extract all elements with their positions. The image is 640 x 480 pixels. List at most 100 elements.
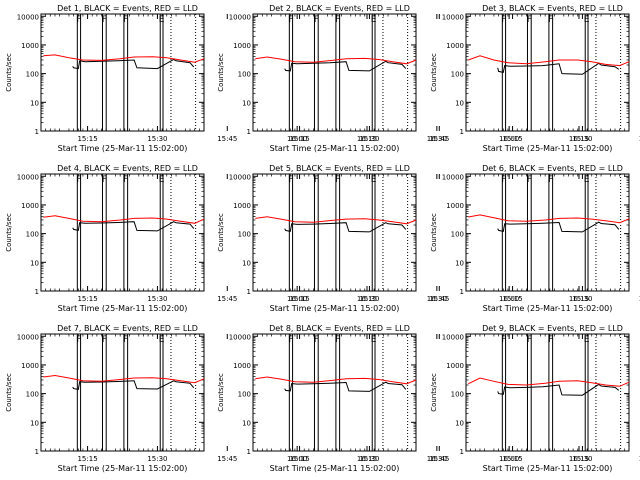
x-tick-label: 15:30 [359, 295, 379, 303]
y-tick-label: 100 [238, 71, 251, 79]
x-tick-label: 16:15 [357, 455, 377, 463]
panel-title: Det 7, BLACK = Events, RED = LLD [57, 324, 198, 333]
series-events-line [497, 221, 620, 233]
y-tick-label: 100 [451, 391, 464, 399]
x-tick-label: 15:30 [359, 455, 379, 463]
marker-label: F [314, 175, 319, 185]
series-events-line [284, 60, 407, 72]
panel-title: Det 2, BLACK = Events, RED = LLD [269, 4, 410, 13]
attenuator-marker [159, 13, 164, 131]
marker-label: F [548, 175, 553, 185]
attenuator-marker [76, 333, 82, 451]
x-tick-label: 15:30 [572, 135, 592, 143]
attenuator-marker [101, 173, 107, 291]
series-events-line [72, 380, 195, 390]
marker-label: F [527, 335, 532, 345]
y-tick-label: 100 [26, 71, 39, 79]
marker-label: F [314, 335, 319, 345]
marker-label: F [335, 335, 340, 345]
x-tick-label: 15:45 [429, 295, 449, 303]
marker-label: F [123, 15, 128, 25]
y-axis-label: Counts/sec [217, 373, 225, 412]
y-tick-label: 10000 [229, 173, 251, 181]
series-lld-line [43, 374, 205, 384]
marker-label: F [123, 175, 128, 185]
attenuator-marker [548, 173, 554, 291]
attenuator-marker [335, 13, 341, 131]
series-lld-line [255, 216, 417, 225]
attenuator-marker [288, 13, 294, 131]
panel-title: Det 5, BLACK = Events, RED = LLD [269, 164, 410, 173]
attenuator-marker [123, 173, 129, 291]
x-tick-label: 16:15 [357, 295, 377, 303]
y-tick-label: 1000 [233, 42, 251, 50]
axes-frame [252, 13, 417, 132]
series-events-line [72, 58, 195, 70]
marker-label: F [527, 175, 532, 185]
x-tick-label: 15:15 [77, 455, 97, 463]
y-tick-label: 10 [30, 99, 39, 107]
attenuator-marker [288, 173, 294, 291]
x-tick-label: 15:15 [289, 295, 309, 303]
marker-label: E [159, 335, 165, 345]
x-axis-label: Start Time (25-Mar-11 15:02:00) [483, 304, 613, 313]
y-axis-label: Counts/sec [5, 213, 13, 252]
series-events-line [497, 62, 620, 75]
y-tick-label: 10000 [17, 333, 39, 341]
y-axis-label: Counts/sec [430, 373, 438, 412]
y-tick-label: 100 [238, 391, 251, 399]
attenuator-marker [101, 333, 107, 451]
y-tick-label: 1 [460, 448, 464, 456]
y-tick-label: 10 [30, 419, 39, 427]
x-axis-label: Start Time (25-Mar-11 15:02:00) [483, 144, 613, 153]
y-axis-label: Counts/sec [5, 53, 13, 92]
marker-label: F [102, 175, 107, 185]
attenuator-marker [159, 173, 164, 291]
axes-frame [465, 333, 630, 452]
attenuator-marker [371, 173, 376, 291]
x-tick-label: 15:15 [289, 455, 309, 463]
x-tick-label: 15:45 [217, 455, 237, 463]
series-events-line [72, 221, 195, 232]
attenuator-marker [501, 173, 507, 291]
marker-label: E [584, 175, 590, 185]
y-tick-label: 10 [242, 99, 251, 107]
x-tick-label: 16:00 [499, 295, 519, 303]
x-tick-label: 16:30 [427, 135, 447, 143]
panel-title: Det 6, BLACK = Events, RED = LLD [482, 164, 623, 173]
y-tick-label: 1000 [21, 362, 39, 370]
attenuator-marker [548, 13, 554, 131]
x-tick-label: 16:00 [499, 455, 519, 463]
series-events-line [497, 383, 620, 396]
x-tick-label: 15:30 [147, 455, 167, 463]
attenuator-marker [371, 13, 376, 131]
y-axis-label: Counts/sec [5, 373, 13, 412]
attenuator-marker [313, 173, 319, 291]
x-tick-label: 16:00 [499, 135, 519, 143]
y-axis-label: Counts/sec [217, 213, 225, 252]
axes-frame [252, 173, 417, 292]
y-tick-label: 100 [238, 231, 251, 239]
axes-frame [40, 333, 205, 452]
y-tick-label: 1 [247, 288, 251, 296]
y-axis-label: Counts/sec [430, 213, 438, 252]
x-axis-label: Start Time (25-Mar-11 15:02:00) [58, 304, 188, 313]
y-tick-label: 1 [247, 448, 251, 456]
attenuator-marker [548, 333, 554, 451]
panel-title: Det 1, BLACK = Events, RED = LLD [57, 4, 198, 13]
series-lld-line [468, 55, 630, 67]
marker-label: F [335, 15, 340, 25]
y-tick-label: 10 [242, 419, 251, 427]
x-tick-label: 16:15 [569, 455, 589, 463]
attenuator-marker [288, 333, 294, 451]
marker-label: F [288, 15, 293, 25]
attenuator-marker [501, 333, 507, 451]
x-tick-label: 15:15 [289, 135, 309, 143]
y-tick-label: 10000 [442, 333, 464, 341]
attenuator-marker [526, 173, 532, 291]
x-tick-label: 15:45 [217, 295, 237, 303]
series-lld-line [468, 214, 630, 224]
attenuator-marker [313, 333, 319, 451]
x-tick-label: 16:15 [569, 295, 589, 303]
